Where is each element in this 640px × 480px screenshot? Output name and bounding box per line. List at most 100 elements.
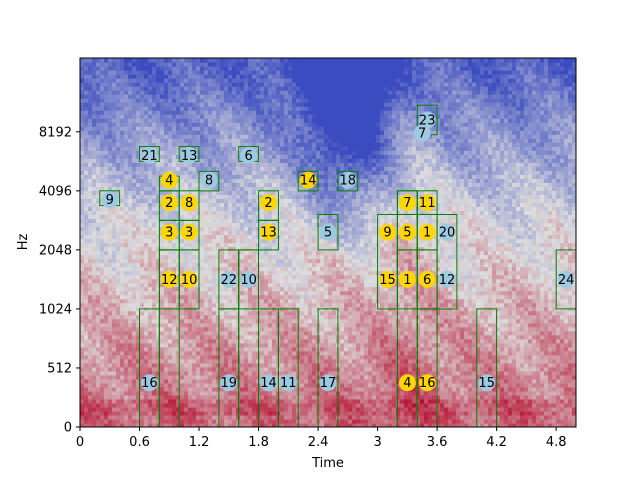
spectrogram-cell bbox=[96, 350, 101, 356]
spectrogram-cell bbox=[124, 250, 129, 256]
spectrogram-cell bbox=[124, 202, 129, 207]
spectrogram-cell bbox=[276, 86, 281, 91]
spectrogram-cell bbox=[140, 182, 145, 187]
spectrogram-cell bbox=[160, 378, 165, 384]
spectrogram-cell bbox=[112, 418, 117, 424]
spectrogram-cell bbox=[100, 394, 105, 400]
spectrogram-cell bbox=[248, 214, 253, 220]
spectrogram-cell bbox=[208, 238, 213, 244]
spectrogram-cell bbox=[172, 266, 177, 272]
spectrogram-cell bbox=[152, 342, 157, 348]
spectrogram-cell bbox=[148, 310, 153, 316]
spectrogram-cell bbox=[280, 122, 285, 127]
spectrogram-cell bbox=[100, 66, 105, 71]
spectrogram-cell bbox=[216, 154, 221, 159]
spectrogram-cell bbox=[292, 206, 297, 212]
spectrogram-cell bbox=[264, 402, 269, 408]
spectrogram-cell bbox=[88, 154, 93, 159]
spectrogram-cell bbox=[96, 98, 101, 103]
spectrogram-cell bbox=[88, 222, 93, 228]
spectrogram-cell bbox=[284, 266, 289, 272]
spectrogram-cell bbox=[120, 414, 125, 420]
spectrogram-cell bbox=[264, 142, 269, 147]
spectrogram-cell bbox=[180, 330, 185, 336]
spectrogram-cell bbox=[180, 174, 185, 179]
spectrogram-cell bbox=[212, 86, 217, 91]
spectrogram-cell bbox=[228, 354, 233, 360]
spectrogram-cell bbox=[96, 78, 101, 83]
spectrogram-cell bbox=[132, 222, 137, 228]
spectrogram-cell bbox=[136, 410, 141, 416]
spectrogram-cell bbox=[92, 102, 97, 107]
spectrogram-cell bbox=[156, 322, 161, 328]
spectrogram-cell bbox=[232, 354, 237, 360]
spectrogram-cell bbox=[192, 86, 197, 91]
spectrogram-cell bbox=[176, 286, 181, 292]
spectrogram-cell bbox=[276, 294, 281, 300]
spectrogram-cell bbox=[148, 418, 153, 424]
spectrogram-cell bbox=[276, 66, 281, 71]
spectrogram-cell bbox=[280, 406, 285, 412]
spectrogram-cell bbox=[120, 198, 125, 203]
spectrogram-cell bbox=[112, 318, 117, 324]
spectrogram-cell bbox=[260, 70, 265, 75]
spectrogram-cell bbox=[284, 218, 289, 224]
spectrogram-cell bbox=[168, 294, 173, 300]
spectrogram-cell bbox=[132, 262, 137, 268]
spectrogram-cell bbox=[196, 358, 201, 364]
spectrogram-cell bbox=[108, 282, 113, 288]
spectrogram-cell bbox=[132, 258, 137, 264]
spectrogram-cell bbox=[168, 62, 173, 67]
spectrogram-cell bbox=[272, 370, 277, 376]
spectrogram-cell bbox=[196, 378, 201, 384]
spectrogram-cell bbox=[224, 166, 229, 171]
spectrogram-cell bbox=[96, 74, 101, 79]
spectrogram-cell bbox=[284, 206, 289, 212]
spectrogram-cell bbox=[84, 358, 89, 364]
spectrogram-cell bbox=[168, 322, 173, 328]
spectrogram-cell bbox=[128, 386, 133, 392]
spectrogram-cell bbox=[108, 234, 113, 240]
spectrogram-cell bbox=[80, 330, 85, 336]
spectrogram-cell bbox=[232, 126, 237, 131]
spectrogram-cell bbox=[244, 378, 249, 384]
spectrogram-cell bbox=[252, 390, 257, 396]
spectrogram-cell bbox=[144, 266, 149, 272]
spectrogram-cell bbox=[192, 250, 197, 256]
spectrogram-cell bbox=[136, 318, 141, 324]
spectrogram-cell bbox=[160, 82, 165, 87]
spectrogram-cell bbox=[140, 358, 145, 364]
spectrogram-cell bbox=[164, 110, 169, 115]
spectrogram-cell bbox=[88, 374, 93, 380]
spectrogram-cell bbox=[84, 306, 89, 312]
spectrogram-cell bbox=[148, 114, 153, 119]
spectrogram-cell bbox=[84, 378, 89, 384]
spectrogram-cell bbox=[140, 126, 145, 131]
spectrogram-cell bbox=[216, 254, 221, 260]
spectrogram-cell bbox=[128, 146, 133, 151]
spectrogram-cell bbox=[88, 230, 93, 236]
spectrogram-cell bbox=[252, 302, 257, 308]
spectrogram-cell bbox=[128, 330, 133, 336]
spectrogram-cell bbox=[252, 358, 257, 364]
spectrogram-cell bbox=[272, 314, 277, 320]
spectrogram-cell bbox=[252, 130, 257, 135]
spectrogram-cell bbox=[184, 298, 189, 304]
spectrogram-cell bbox=[196, 182, 201, 187]
spectrogram-cell bbox=[164, 78, 169, 83]
spectrogram-cell bbox=[232, 334, 237, 340]
spectrogram-cell bbox=[132, 342, 137, 348]
spectrogram-cell bbox=[216, 150, 221, 155]
spectrogram-cell bbox=[224, 82, 229, 87]
spectrogram-cell bbox=[200, 298, 205, 304]
spectrogram-cell bbox=[136, 414, 141, 420]
spectrogram-cell bbox=[120, 70, 125, 75]
spectrogram-cell bbox=[144, 342, 149, 348]
spectrogram-cell bbox=[216, 362, 221, 368]
spectrogram-cell bbox=[220, 230, 225, 236]
spectrogram-cell bbox=[116, 338, 121, 344]
spectrogram-cell bbox=[260, 110, 265, 115]
spectrogram-cell bbox=[136, 306, 141, 312]
spectrogram-cell bbox=[112, 118, 117, 123]
spectrogram-cell bbox=[240, 374, 245, 380]
